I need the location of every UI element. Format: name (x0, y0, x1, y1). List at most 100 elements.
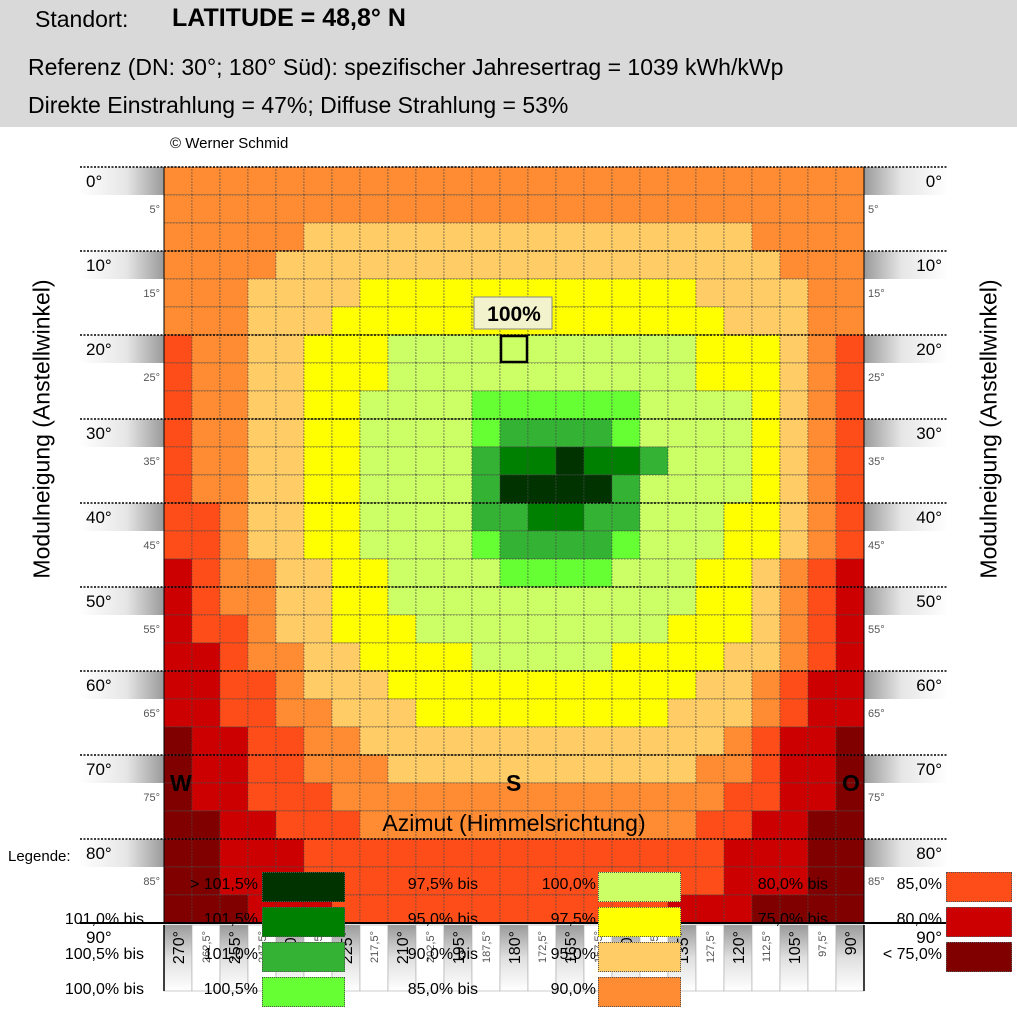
heatmap-cell (723, 194, 753, 224)
heatmap-cell (807, 502, 837, 532)
heatmap-cell (219, 670, 249, 700)
x-tick-major: 90° (843, 931, 860, 955)
heatmap-cell (331, 586, 361, 616)
heatmap-cell (583, 334, 613, 364)
heatmap-cell (695, 502, 725, 532)
heatmap-cell (219, 698, 249, 728)
legend-swatch (262, 977, 345, 1007)
y-label-cell-right (864, 727, 948, 755)
heatmap-cell (219, 838, 249, 868)
heatmap-cell (387, 530, 417, 560)
legend-range-from: 75,0% bis (757, 911, 828, 928)
heatmap-cell (611, 390, 641, 420)
y-tick-major-left: 40° (86, 508, 112, 527)
heatmap-cell (751, 502, 781, 532)
heatmap-cell (751, 810, 781, 840)
heatmap-cell (555, 194, 585, 224)
heatmap-cell (723, 530, 753, 560)
x-tick-major: 105° (787, 931, 804, 964)
heatmap-cell (303, 418, 333, 448)
heatmap-cell (471, 838, 501, 868)
heatmap-cell (695, 530, 725, 560)
y-label-cell-right (864, 755, 948, 783)
y-label-cell-left (80, 811, 164, 839)
heatmap-cell (191, 670, 221, 700)
heatmap-cell (443, 726, 473, 756)
legend-swatch (598, 942, 681, 972)
heatmap-cell (779, 642, 809, 672)
heatmap-cell (555, 446, 585, 476)
x-tick-major: 180° (507, 931, 524, 964)
heatmap-cell (667, 278, 697, 308)
heatmap-cell (611, 586, 641, 616)
heatmap-cell (611, 754, 641, 784)
heatmap-cell (723, 866, 753, 896)
heatmap-cell (387, 586, 417, 616)
heatmap-cell (807, 194, 837, 224)
heatmap-cell (415, 306, 445, 336)
heatmap-cell (723, 558, 753, 588)
heatmap-cell (555, 474, 585, 504)
heatmap-cell (359, 894, 389, 924)
heatmap-cell (611, 418, 641, 448)
heatmap-cell (443, 754, 473, 784)
x-label-cell (443, 924, 473, 992)
heatmap-cell (583, 418, 613, 448)
legend-range-from: 97,5% bis (407, 876, 478, 893)
heatmap-cell (303, 222, 333, 252)
heatmap-cell (359, 754, 389, 784)
heatmap-cell (247, 166, 277, 196)
heatmap-cell (443, 222, 473, 252)
y-label-cell-right (864, 447, 948, 475)
heatmap-cell (695, 418, 725, 448)
heatmap-cell (303, 586, 333, 616)
heatmap-cell (807, 474, 837, 504)
heatmap-cell (303, 334, 333, 364)
heatmap-cell (331, 362, 361, 392)
heatmap-cell (191, 362, 221, 392)
x-label-cell (387, 924, 417, 992)
heatmap-cell (471, 222, 501, 252)
heatmap-cell (415, 446, 445, 476)
heatmap-cell (695, 558, 725, 588)
heatmap-cell (359, 166, 389, 196)
heatmap-cell (359, 614, 389, 644)
heatmap-cell (499, 614, 529, 644)
heatmap-cell (275, 558, 305, 588)
heatmap-cell (359, 446, 389, 476)
heatmap-cell (247, 558, 277, 588)
heatmap-cell (499, 222, 529, 252)
heatmap-cell (219, 306, 249, 336)
heatmap-cell (331, 642, 361, 672)
heatmap-cell (247, 670, 277, 700)
heatmap-cell (359, 390, 389, 420)
heatmap-cell (583, 782, 613, 812)
heatmap-cell (639, 194, 669, 224)
legend-range-label: < 75,0% (882, 946, 942, 963)
heatmap-cell (415, 502, 445, 532)
heatmap-cell (443, 502, 473, 532)
direction-label: S (506, 770, 522, 796)
reference-cell-marker (499, 334, 529, 364)
heatmap-cell (583, 194, 613, 224)
legend-range-from: 100,0% bis (64, 981, 144, 998)
y-label-cell-left (80, 867, 164, 895)
heatmap-cell (555, 362, 585, 392)
heatmap-cell (835, 166, 865, 196)
heatmap-cell (191, 334, 221, 364)
heatmap-cell (331, 838, 361, 868)
heatmap-cell (247, 838, 277, 868)
heatmap-cell (443, 670, 473, 700)
heatmap-cell (779, 838, 809, 868)
heatmap-cell (359, 474, 389, 504)
heatmap-cell (555, 502, 585, 532)
heatmap-cell (275, 614, 305, 644)
y-tick-major-right: 40° (916, 508, 942, 527)
heatmap-cell (303, 502, 333, 532)
heatmap-cell (163, 502, 193, 532)
heatmap-cell (443, 614, 473, 644)
heatmap-cell (583, 250, 613, 280)
y-tick-major-left: 80° (86, 844, 112, 863)
heatmap-cell (471, 194, 501, 224)
heatmap-cell (695, 894, 725, 924)
